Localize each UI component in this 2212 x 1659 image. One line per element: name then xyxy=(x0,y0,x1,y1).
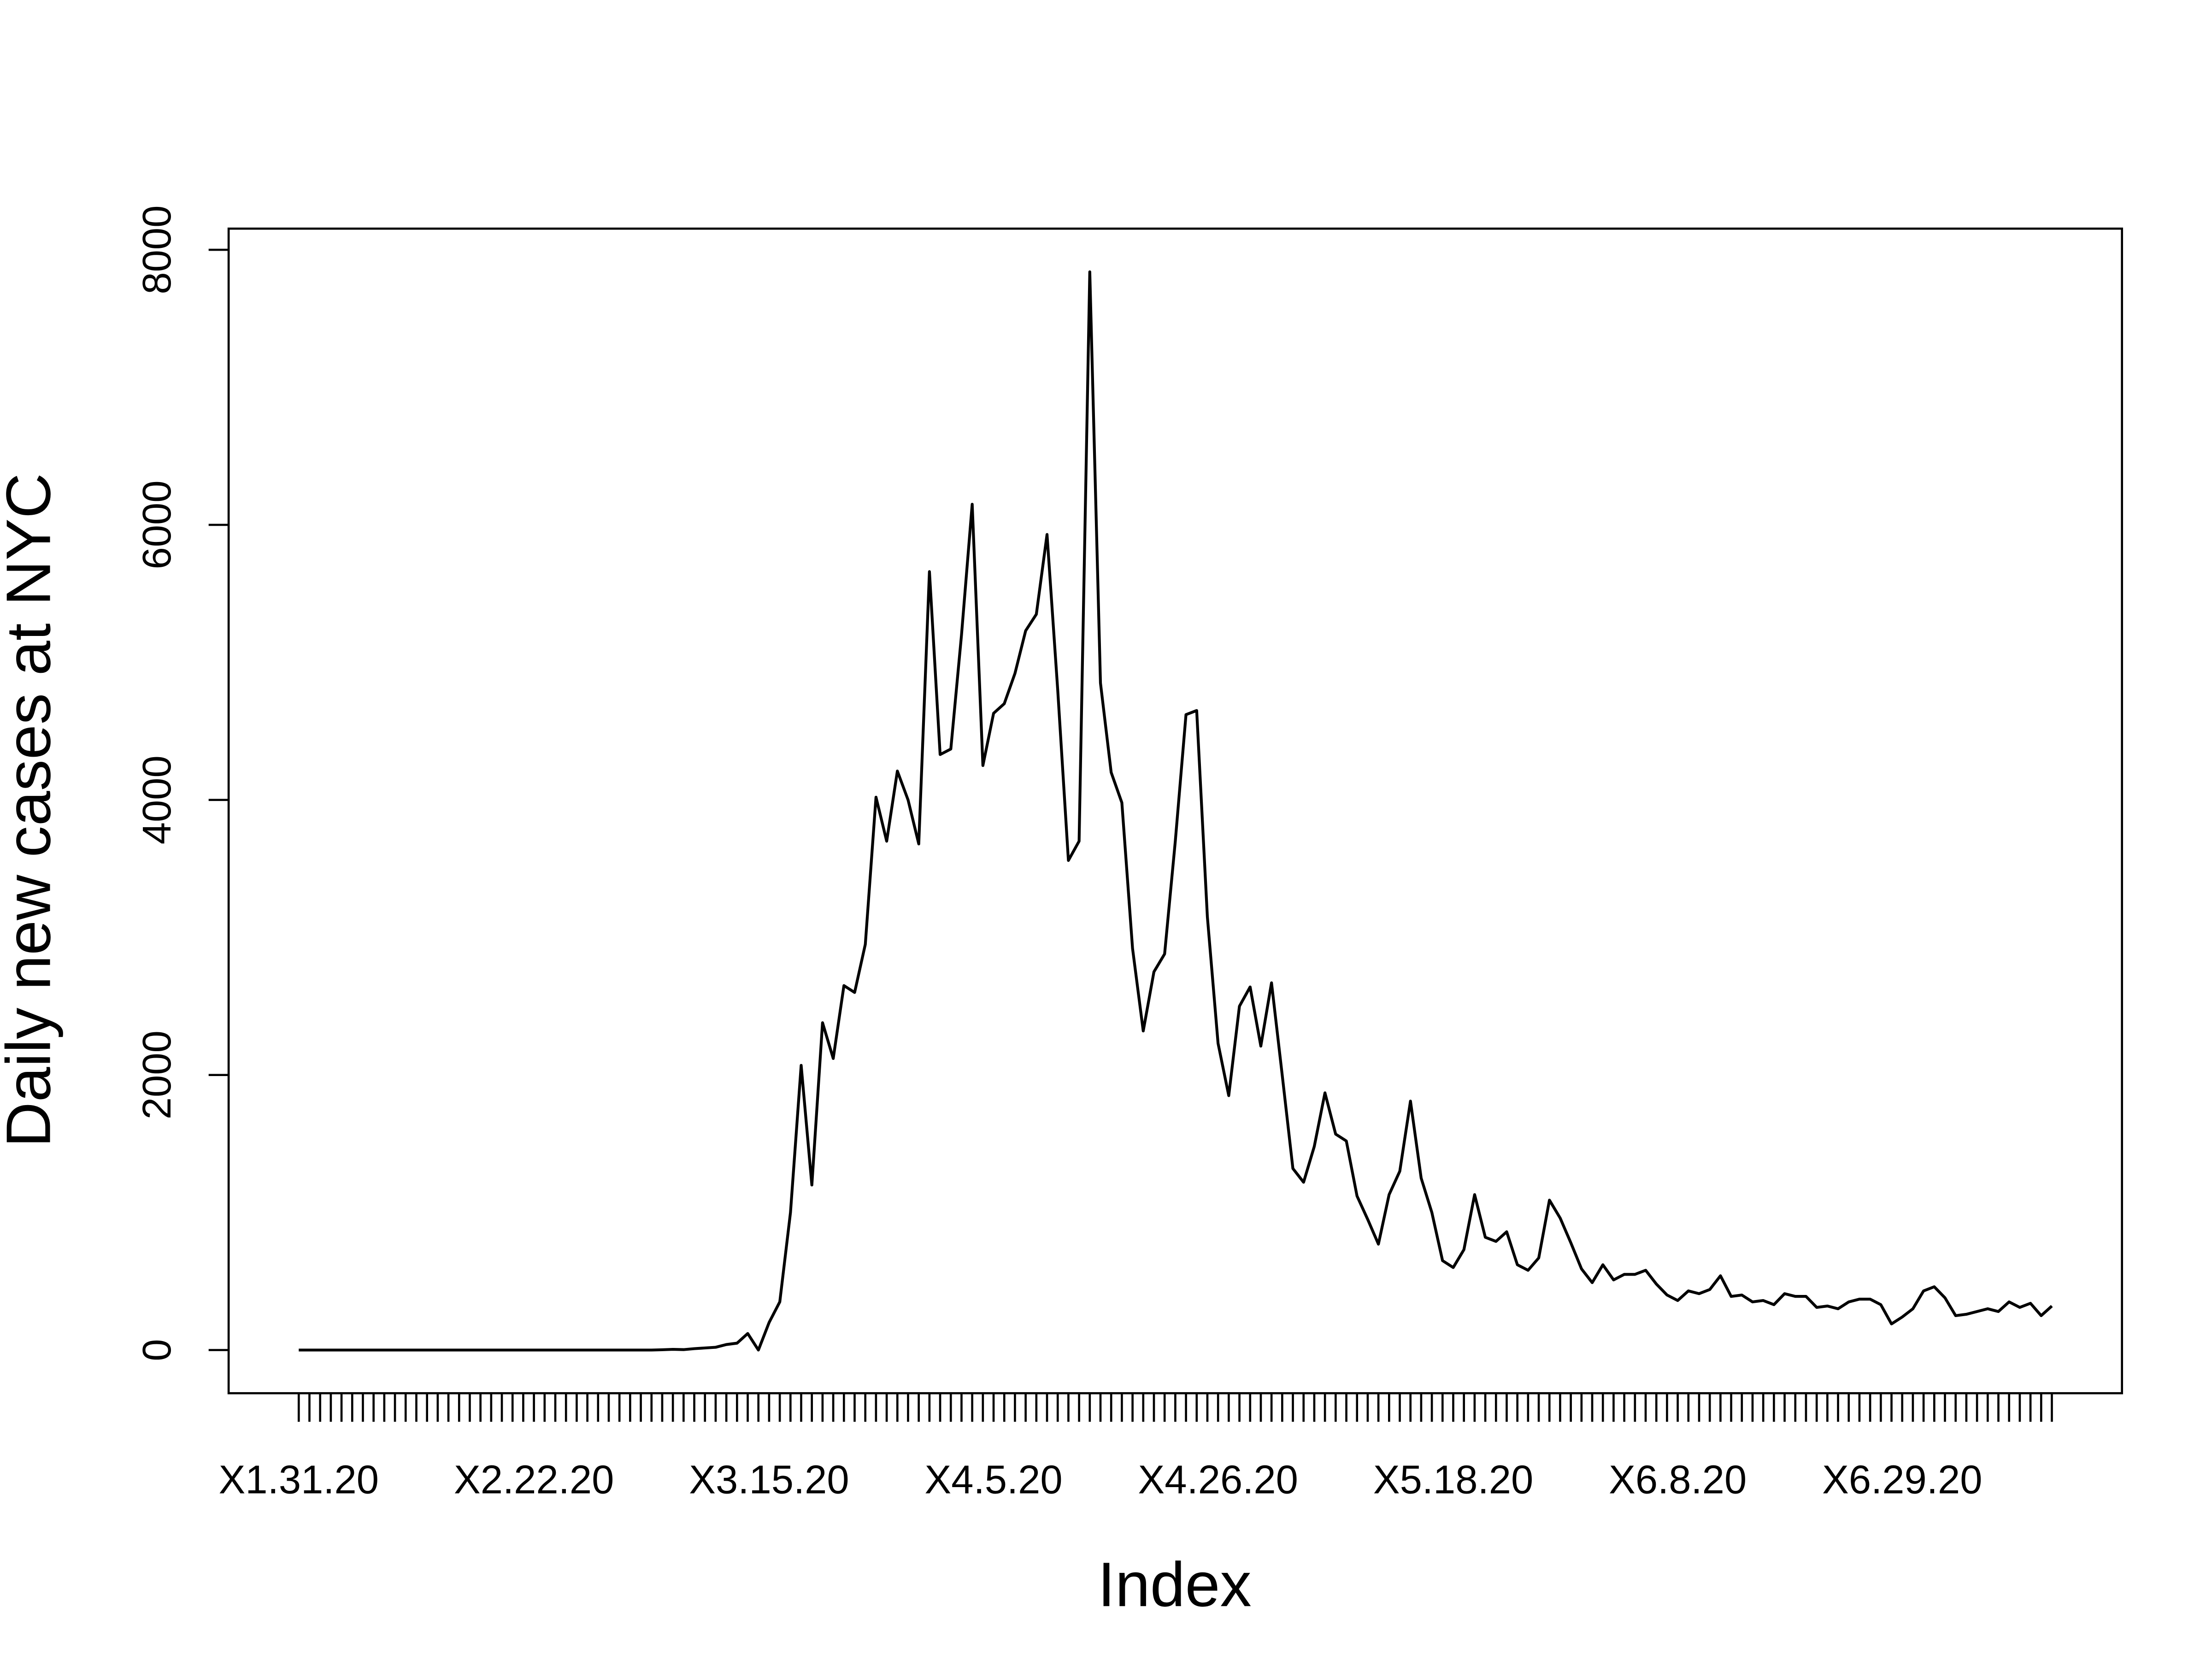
data-line xyxy=(299,270,2053,1352)
plot-box xyxy=(227,227,2123,1394)
x-tick-label: X6.8.20 xyxy=(1609,1457,1747,1502)
x-tick-label: X3.15.20 xyxy=(689,1457,849,1502)
y-tick-label: 0 xyxy=(135,1339,179,1361)
y-tick-label: 2000 xyxy=(135,1030,179,1119)
x-tick-label: X2.22.20 xyxy=(454,1457,614,1502)
x-tick-label: X5.18.20 xyxy=(1373,1457,1534,1502)
x-axis-label: Index xyxy=(1098,1549,1252,1619)
x-tick-label: X6.29.20 xyxy=(1822,1457,1983,1502)
x-tick-label: X4.26.20 xyxy=(1138,1457,1298,1502)
x-tick-label: X4.5.20 xyxy=(924,1457,1062,1502)
y-axis-label: Daily new cases at NYC xyxy=(0,473,64,1147)
x-tick-label: X1.31.20 xyxy=(219,1457,379,1502)
y-tick-label: 8000 xyxy=(135,206,179,294)
y-tick-label: 4000 xyxy=(135,755,179,844)
y-tick-label: 6000 xyxy=(135,480,179,569)
